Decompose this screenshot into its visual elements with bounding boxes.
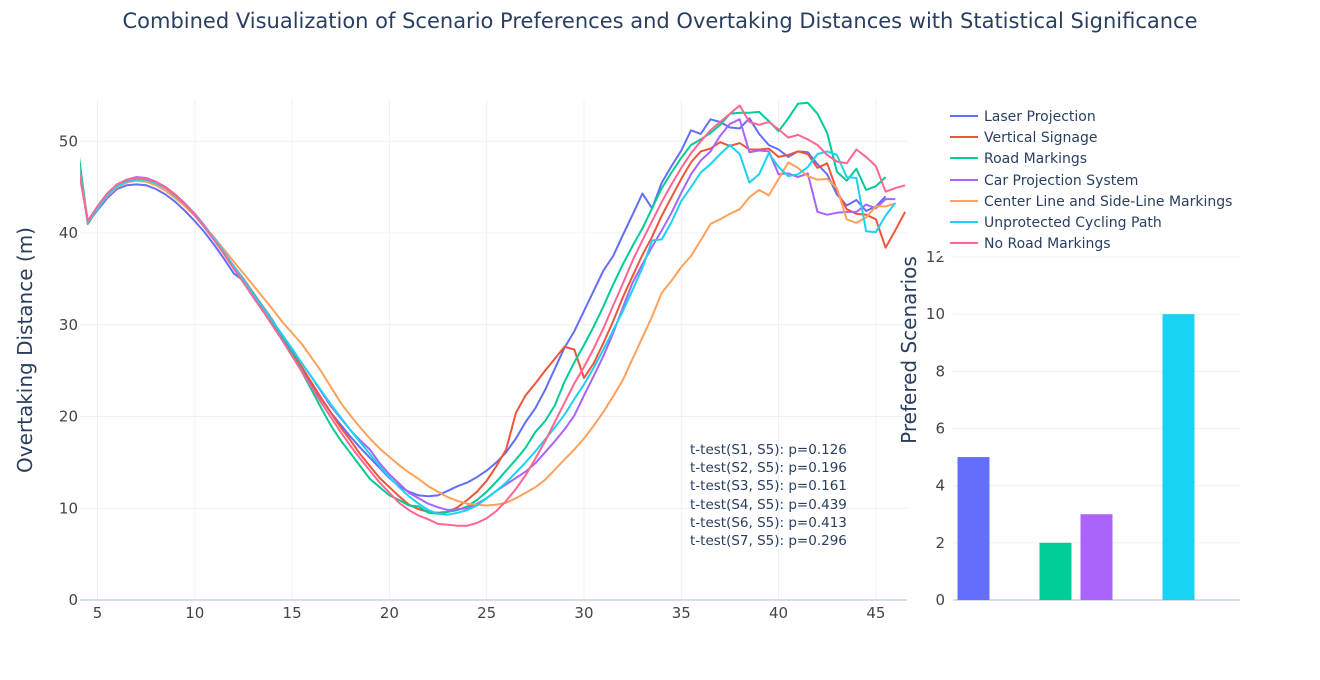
- series-line-unprotected-cycling-path: [80, 144, 897, 516]
- x-tick-label: 25: [477, 604, 496, 622]
- bar-chart-bars: [957, 314, 1195, 600]
- y-tick-label: 6: [935, 420, 945, 438]
- x-tick-label: 45: [866, 604, 885, 622]
- legend-label: Center Line and Side-Line Markings: [984, 194, 1232, 210]
- x-tick-label: 40: [769, 604, 788, 622]
- y-tick-label: 10: [59, 499, 78, 517]
- bar: [1080, 514, 1113, 600]
- t-test-annotations: t-test(S1, S5): p=0.126 t-test(S2, S5): …: [690, 442, 847, 549]
- line-chart-y-axis-title: Overtaking Distance (m): [13, 227, 37, 473]
- legend-label: Vertical Signage: [984, 130, 1097, 146]
- bar: [1162, 314, 1195, 600]
- chart-title: Combined Visualization of Scenario Prefe…: [122, 9, 1197, 33]
- y-tick-label: 20: [59, 408, 78, 426]
- y-tick-label: 10: [926, 305, 945, 323]
- y-tick-label: 8: [935, 362, 945, 380]
- x-tick-label: 15: [283, 604, 302, 622]
- series-line-no-road-markings: [80, 104, 906, 527]
- legend-label: Car Projection System: [984, 173, 1138, 189]
- legend-label: Unprotected Cycling Path: [984, 215, 1162, 231]
- series-line-laser-projection: [80, 117, 887, 498]
- line-chart-series: [80, 101, 906, 527]
- line-chart-grid: [80, 100, 907, 601]
- annotation-line: t-test(S1, S5): p=0.126: [690, 442, 847, 458]
- legend-background: [940, 104, 1250, 256]
- bar-chart-y-axis-title: Prefered Scenarios: [897, 256, 921, 444]
- x-tick-label: 20: [380, 604, 399, 622]
- annotation-line: t-test(S2, S5): p=0.196: [690, 460, 847, 476]
- x-tick-label: 10: [185, 604, 204, 622]
- legend-item-car-projection-system[interactable]: Car Projection System: [950, 173, 1138, 189]
- y-tick-label: 0: [935, 591, 945, 609]
- legend-item-no-road-markings[interactable]: No Road Markings: [950, 236, 1111, 252]
- annotation-line: t-test(S4, S5): p=0.439: [690, 497, 847, 513]
- legend-item-laser-projection[interactable]: Laser Projection: [950, 109, 1096, 125]
- legend-item-road-markings[interactable]: Road Markings: [950, 151, 1087, 167]
- legend-item-vertical-signage[interactable]: Vertical Signage: [950, 130, 1097, 146]
- x-tick-label: 30: [574, 604, 593, 622]
- legend-item-center-line-and-side-line-markings[interactable]: Center Line and Side-Line Markings: [950, 194, 1232, 210]
- x-tick-label: 5: [93, 604, 103, 622]
- y-tick-label: 4: [935, 477, 945, 495]
- bar: [1039, 542, 1072, 600]
- y-tick-label: 50: [59, 132, 78, 150]
- annotation-line: t-test(S6, S5): p=0.413: [690, 515, 847, 531]
- legend: Laser Projection Vertical Signage Road M…: [940, 104, 1250, 256]
- legend-label: No Road Markings: [984, 236, 1111, 252]
- line-chart-tick-labels: 5 10 15 20 25 30 35 40 45 0 10 20 30 40 50: [59, 132, 886, 622]
- legend-item-unprotected-cycling-path[interactable]: Unprotected Cycling Path: [950, 215, 1162, 231]
- y-tick-label: 40: [59, 224, 78, 242]
- y-tick-label: 2: [935, 534, 945, 552]
- legend-label: Road Markings: [984, 151, 1087, 167]
- y-tick-label: 0: [68, 591, 78, 609]
- y-tick-label: 30: [59, 316, 78, 334]
- bar: [957, 457, 990, 600]
- annotation-line: t-test(S3, S5): p=0.161: [690, 478, 847, 494]
- x-tick-label: 35: [672, 604, 691, 622]
- legend-label: Laser Projection: [984, 109, 1096, 125]
- annotation-line: t-test(S7, S5): p=0.296: [690, 533, 847, 549]
